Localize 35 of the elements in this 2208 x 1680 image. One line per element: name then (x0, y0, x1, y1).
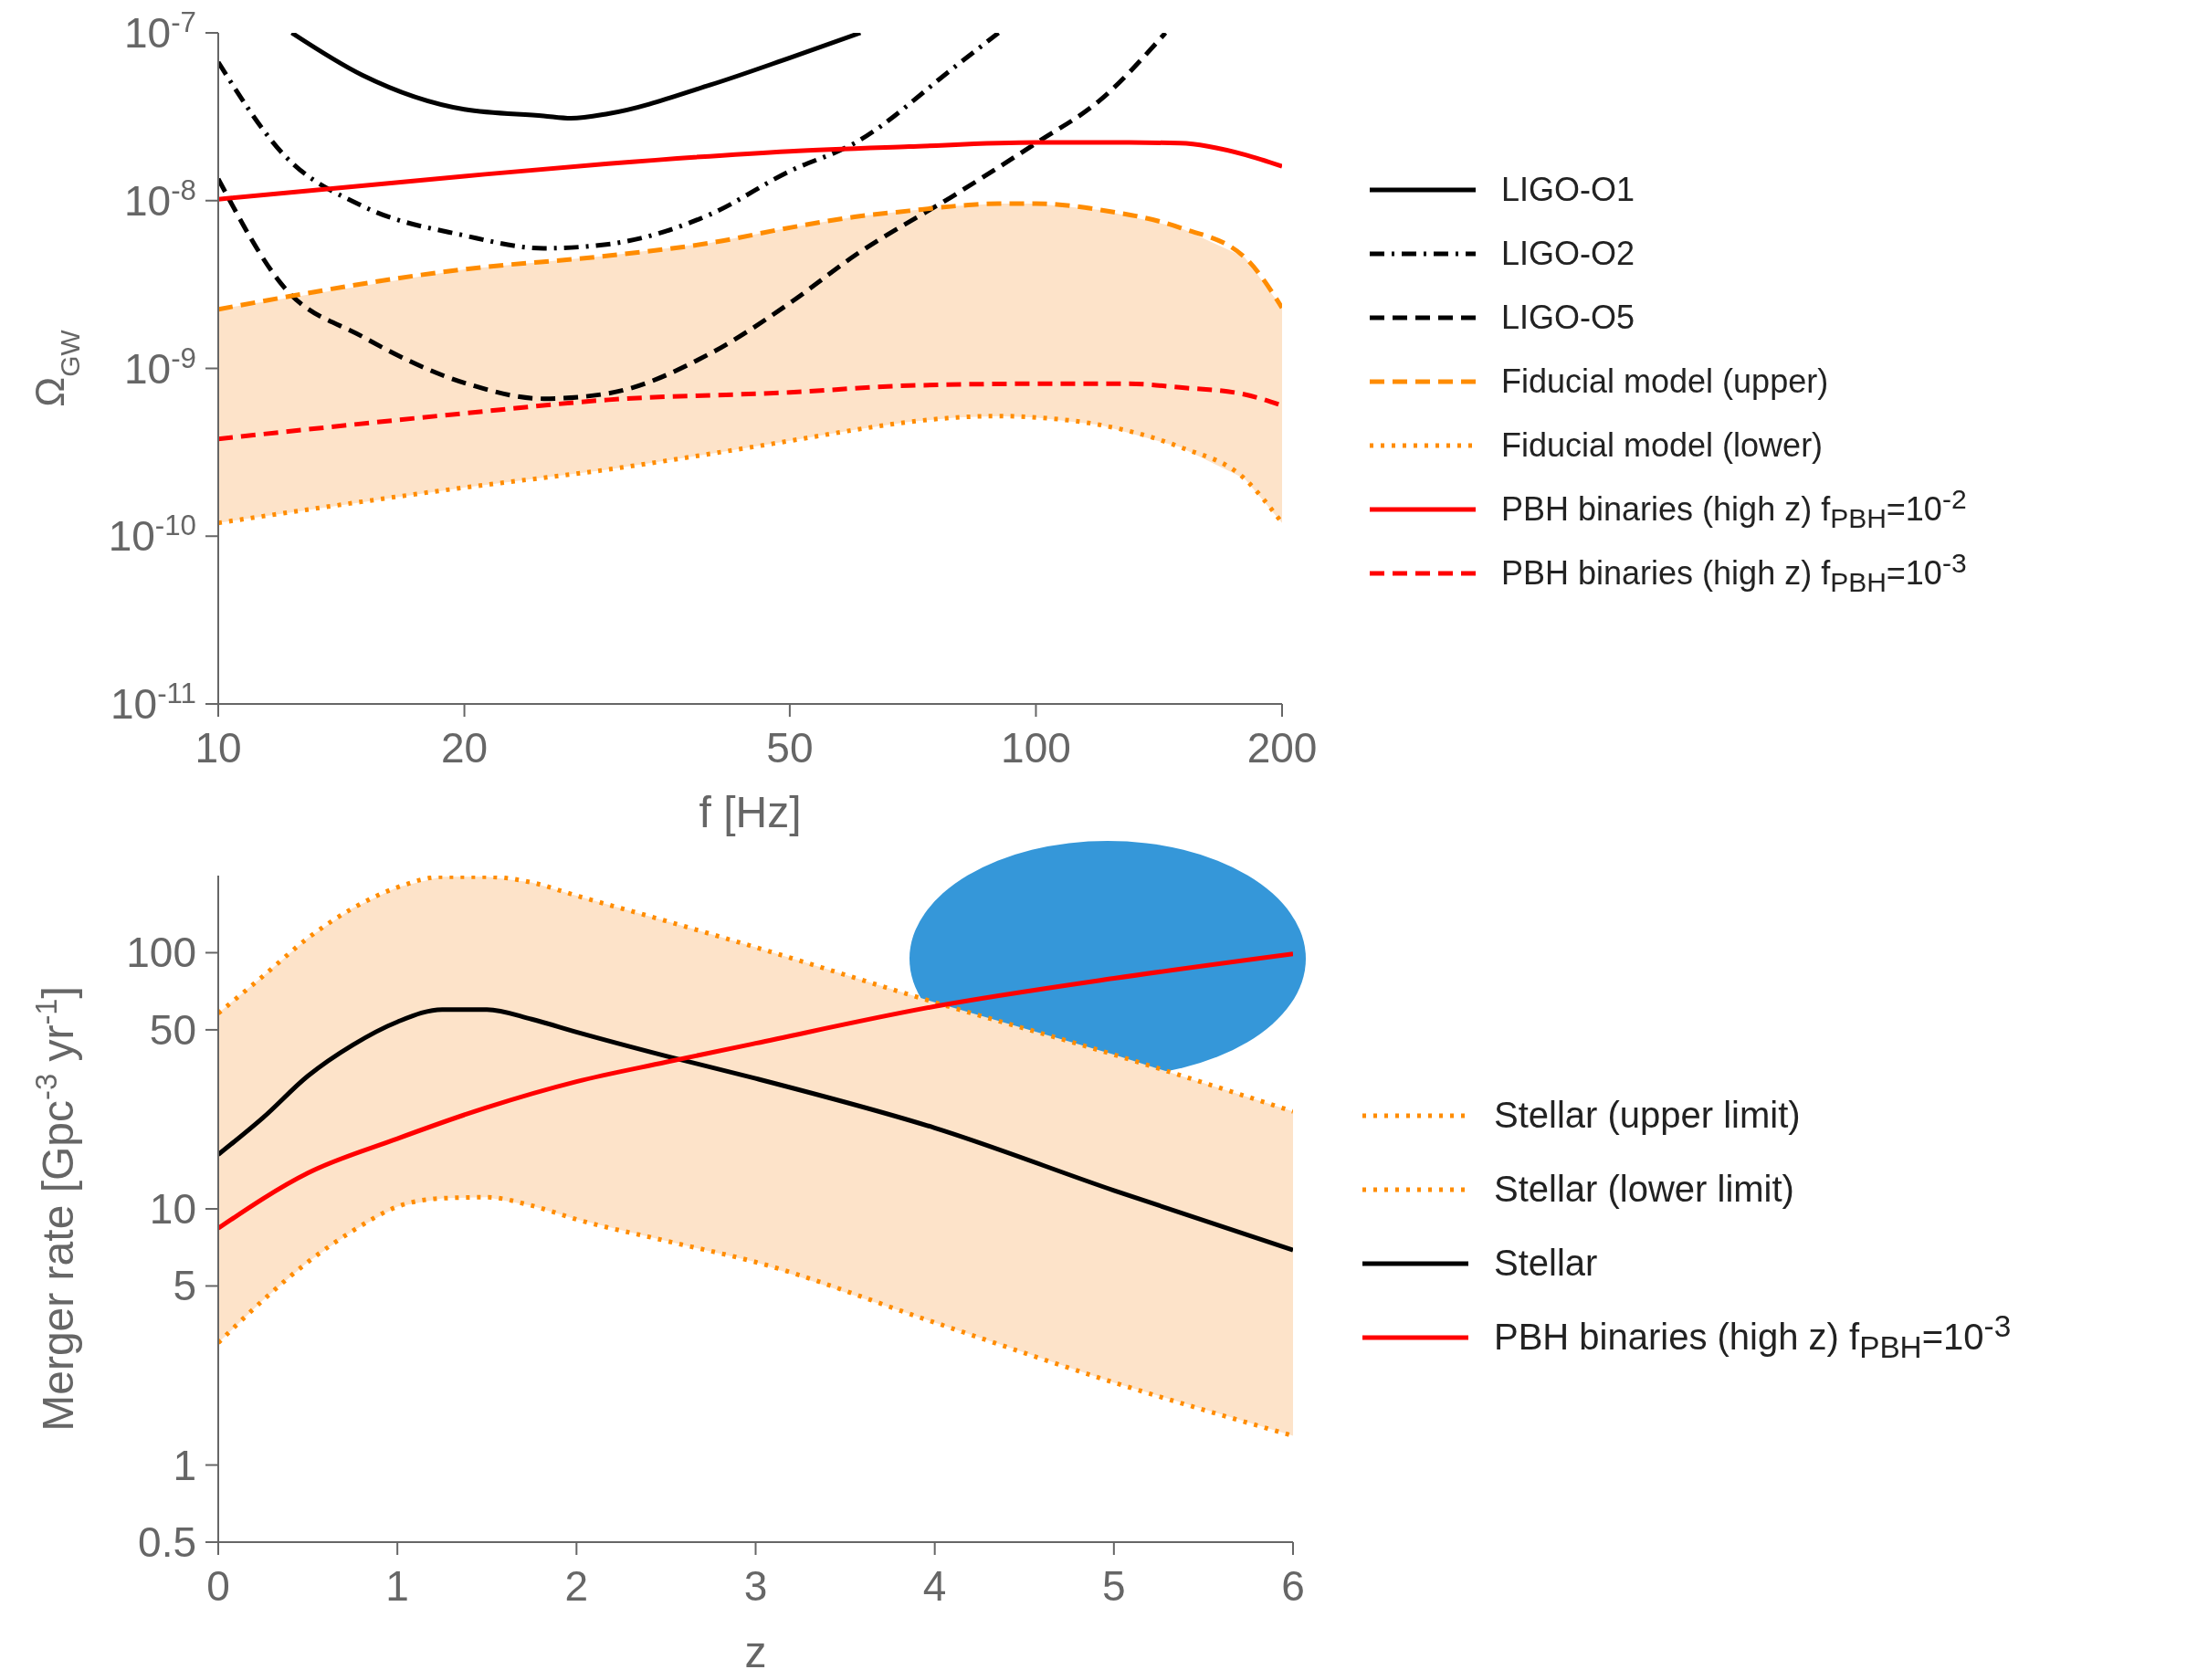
y-tick-label: 0.5 (138, 1518, 196, 1566)
y-tick-label: 10$^{-8}$ (124, 173, 196, 225)
x-tick-label: 5 (1102, 1562, 1126, 1610)
x-tick-label: 100 (1001, 724, 1071, 772)
y-tick-label: 10 (149, 1185, 196, 1233)
legend-label: Stellar (lower limit) (1494, 1169, 1794, 1210)
x-tick-label: 4 (922, 1562, 947, 1610)
x-tick-label: 6 (1281, 1562, 1305, 1610)
legend-label: PBH binaries (high z) f$_{PBH}$=10$^{-2}$ (1501, 484, 1967, 535)
y-tick-label: 10$^{-10}$ (108, 509, 196, 561)
y-tick-label: 10$^{-7}$ (124, 5, 196, 57)
x-tick-label: 200 (1246, 724, 1318, 772)
legend-label: Fiducial model (upper) (1501, 362, 1829, 401)
legend-label: LIGO-O2 (1501, 235, 1635, 273)
x-tick-label: 50 (766, 724, 814, 772)
y-tick-label: 10$^{-11}$ (110, 677, 196, 728)
y-tick-label: 1 (173, 1441, 196, 1489)
x-tick-label: 20 (440, 724, 489, 772)
y-tick-label: 100 (126, 929, 196, 977)
legend-label: Stellar (1494, 1243, 1598, 1284)
x-tick-label: 3 (743, 1562, 768, 1610)
legend-label: PBH binaries (high z) f$_{PBH}$=10$^{-3}$ (1501, 548, 1967, 599)
legend-label: LIGO-O1 (1501, 171, 1635, 209)
x-axis-title: z (744, 1628, 767, 1676)
y-tick-label: 10$^{-9}$ (124, 341, 196, 393)
legend-label: Stellar (upper limit) (1494, 1095, 1801, 1136)
x-axis-title: f [Hz] (699, 788, 802, 836)
legend-label: Fiducial model (lower) (1501, 426, 1824, 465)
x-tick-label: 2 (564, 1562, 589, 1610)
y-tick-label: 5 (173, 1262, 196, 1310)
x-tick-label: 0 (206, 1562, 230, 1610)
legend-label: LIGO-O5 (1501, 299, 1635, 337)
y-tick-label: 50 (149, 1005, 196, 1054)
x-tick-label: 1 (385, 1562, 409, 1610)
legend-label: PBH binaries (high z) f$_{PBH}$=10$^{-3}$ (1494, 1308, 2012, 1366)
